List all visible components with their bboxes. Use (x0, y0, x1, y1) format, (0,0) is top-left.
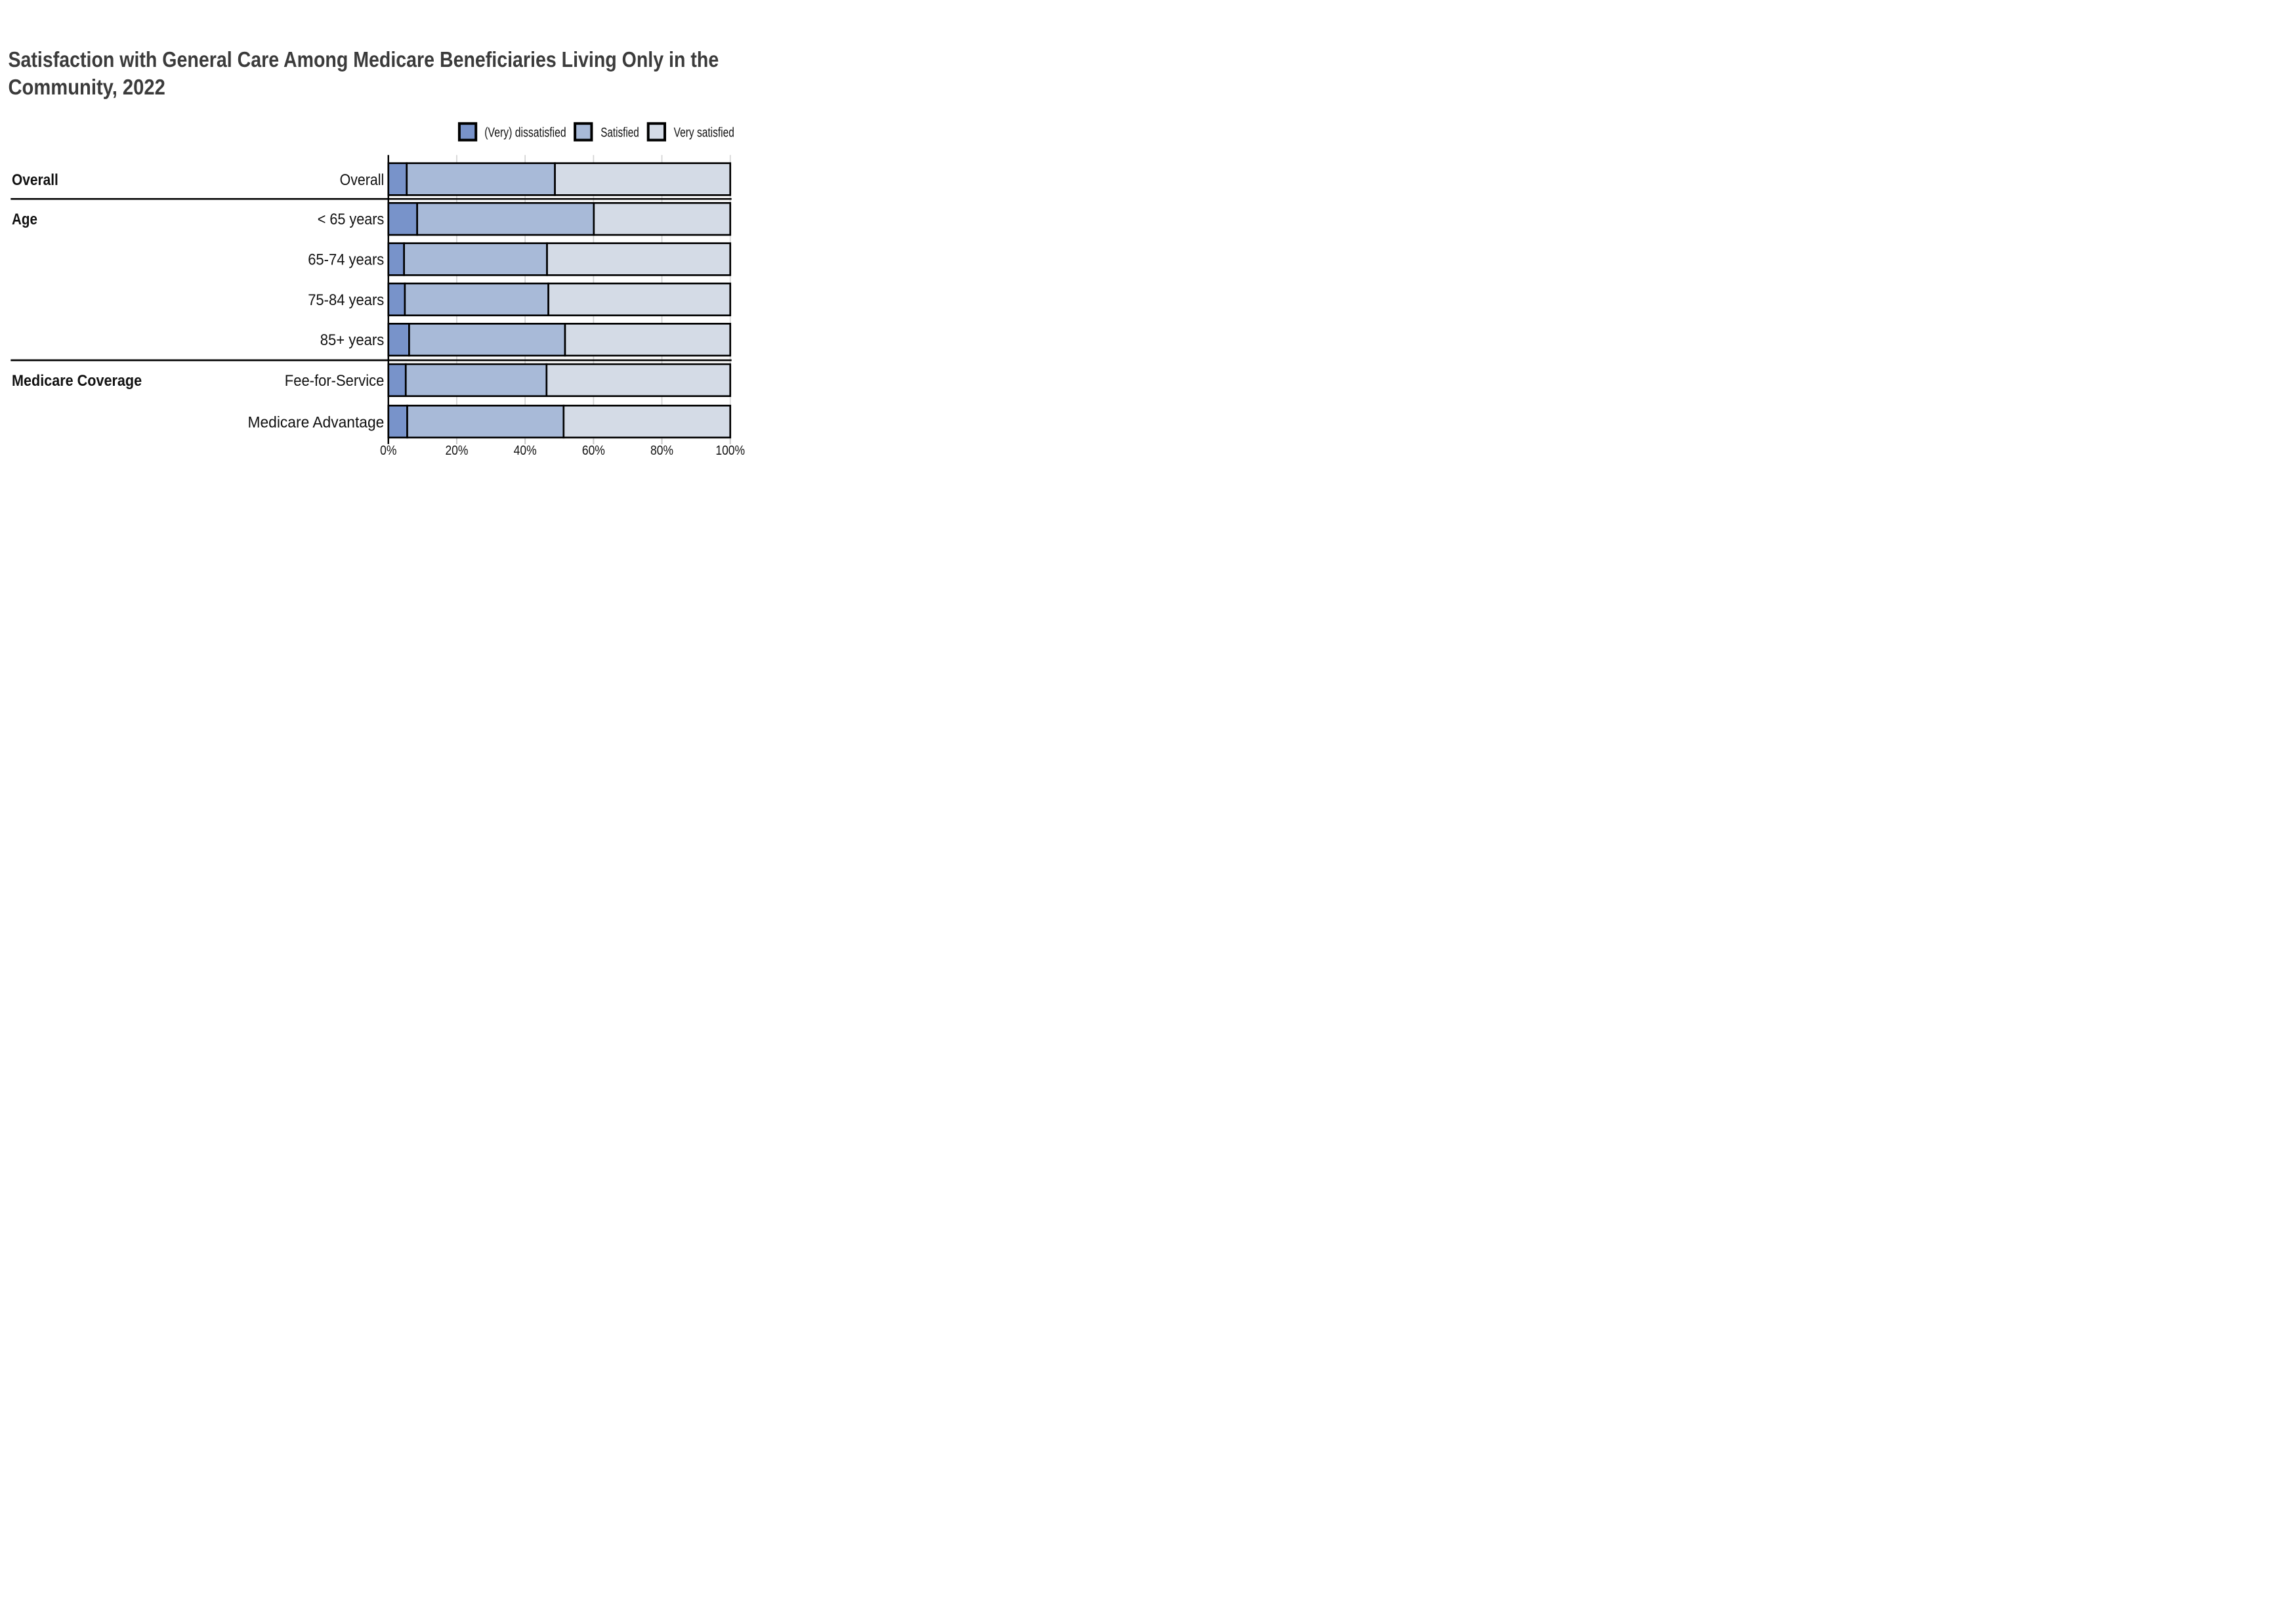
svg-text:60%: 60% (582, 444, 605, 458)
svg-text:40%: 40% (514, 444, 537, 458)
svg-text:Age: Age (12, 211, 37, 228)
svg-text:0%: 0% (380, 444, 396, 458)
svg-text:Satisfaction with General Care: Satisfaction with General Care Among Med… (9, 47, 719, 72)
svg-text:Overall: Overall (340, 171, 385, 189)
svg-text:65-74 years: 65-74 years (308, 251, 384, 269)
svg-text:100%: 100% (715, 444, 745, 458)
svg-text:Community, 2022: Community, 2022 (9, 75, 165, 99)
svg-text:Medicare Coverage: Medicare Coverage (12, 372, 142, 390)
svg-text:20%: 20% (445, 444, 468, 458)
svg-text:Fee-for-Service: Fee-for-Service (285, 372, 385, 390)
svg-text:(Very) dissatisfied: (Very) dissatisfied (484, 125, 566, 140)
svg-text:Overall: Overall (12, 171, 58, 189)
svg-text:Very satisfied: Very satisfied (674, 125, 734, 140)
svg-text:Satisfied: Satisfied (600, 125, 639, 140)
svg-text:80%: 80% (650, 444, 673, 458)
svg-text:75-84 years: 75-84 years (308, 291, 384, 309)
svg-text:85+ years: 85+ years (320, 331, 385, 349)
svg-text:Medicare Advantage: Medicare Advantage (248, 413, 385, 431)
svg-text:< 65 years: < 65 years (318, 211, 385, 228)
